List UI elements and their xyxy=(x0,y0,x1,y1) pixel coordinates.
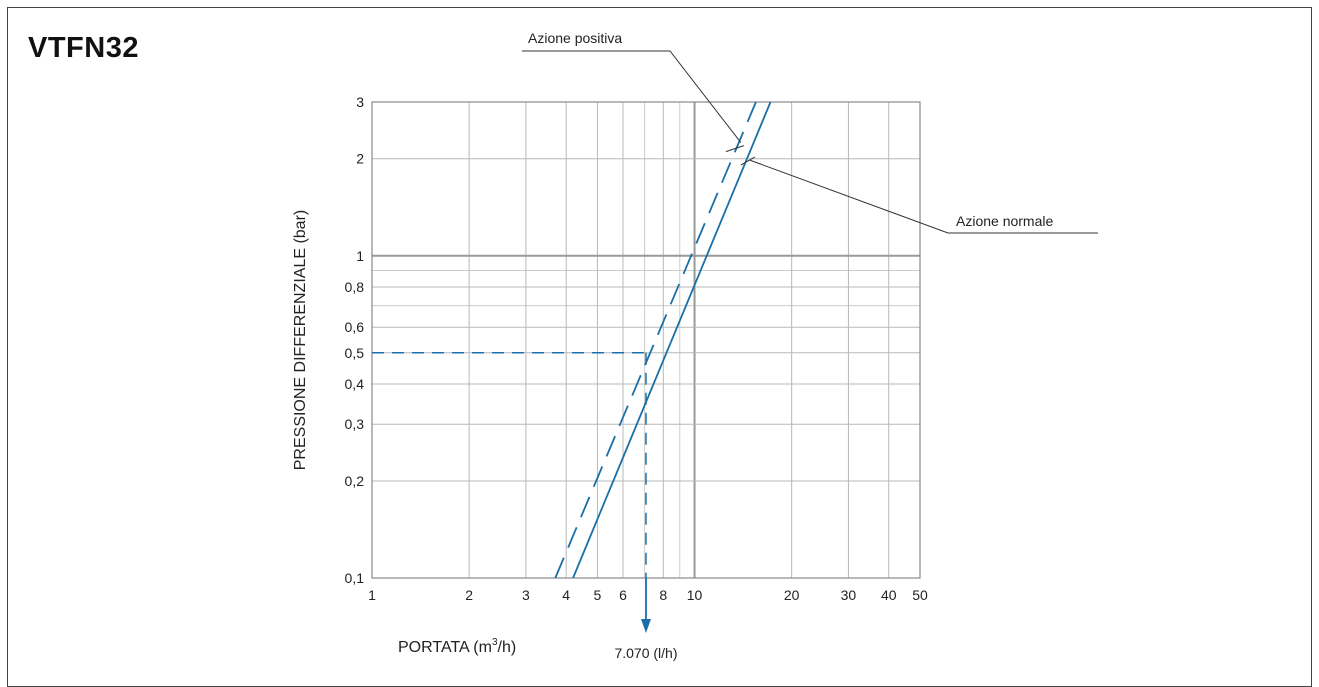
y-tick-label: 0,8 xyxy=(345,279,365,295)
y-tick-label: 0,2 xyxy=(345,473,365,489)
annotation-leader-normale xyxy=(749,159,1098,234)
x-axis-label: PORTATA (m3/h) xyxy=(398,637,516,656)
x-axis-label-tail: /h) xyxy=(498,639,517,656)
series-line-azione-normale xyxy=(572,101,772,579)
annotation-tick-positiva xyxy=(725,145,745,153)
y-tick-label: 0,1 xyxy=(345,570,365,586)
y-tick-label: 0,5 xyxy=(345,345,365,361)
x-tick-label: 2 xyxy=(465,587,473,603)
x-tick-label: 5 xyxy=(594,587,602,603)
x-axis-label-sup: 3 xyxy=(492,637,498,648)
chart-title: VTFN32 xyxy=(28,32,139,64)
y-tick-label: 0,6 xyxy=(345,319,365,335)
annotation-leader-positiva xyxy=(522,50,742,143)
reading-guides: 7.070 (l/h) xyxy=(372,352,678,661)
series-lines xyxy=(554,101,772,579)
x-tick-label: 4 xyxy=(562,587,570,603)
y-axis-label: PRESSIONE DIFFERENZIALE (bar) xyxy=(292,210,309,471)
x-tick-label: 8 xyxy=(659,587,667,603)
plot-area xyxy=(371,101,921,579)
tick-labels: 1 2 3 4 5 6 8 10 20 30 40 50 0,1 0,2 0,3 0,4 0,5 0,6 0,8 1 2… xyxy=(345,94,928,603)
x-tick-label: 10 xyxy=(687,587,703,603)
reading-label: 7.070 (l/h) xyxy=(614,645,677,661)
reading-arrow-head xyxy=(640,619,651,633)
y-tick-label: 3 xyxy=(356,94,364,110)
annotation-label-normale: Azione normale xyxy=(956,213,1053,229)
x-axis-label-main: PORTATA (m xyxy=(398,639,492,656)
x-tick-label: 50 xyxy=(912,587,928,603)
y-tick-label: 2 xyxy=(356,151,364,167)
x-tick-label: 3 xyxy=(522,587,530,603)
x-tick-label: 40 xyxy=(881,587,897,603)
annotation-tick-normale xyxy=(740,156,756,166)
x-tick-label: 20 xyxy=(784,587,800,603)
series-line-azione-positiva xyxy=(554,101,757,579)
y-tick-label: 0,3 xyxy=(345,416,365,432)
y-tick-label: 0,4 xyxy=(345,376,365,392)
annotation-label-positiva: Azione positiva xyxy=(528,30,622,46)
x-tick-label: 30 xyxy=(841,587,857,603)
chart: 1 2 3 4 5 6 8 10 20 30 40 50 0,1 0,2 0,3 0,4 0,5 0,6 0,8 1 2… xyxy=(292,30,1098,661)
grid xyxy=(371,101,921,579)
annotations: Azione positiva Azione normale xyxy=(522,30,1098,234)
y-tick-label: 1 xyxy=(356,248,364,264)
x-tick-label: 1 xyxy=(368,587,376,603)
x-tick-label: 6 xyxy=(619,587,627,603)
